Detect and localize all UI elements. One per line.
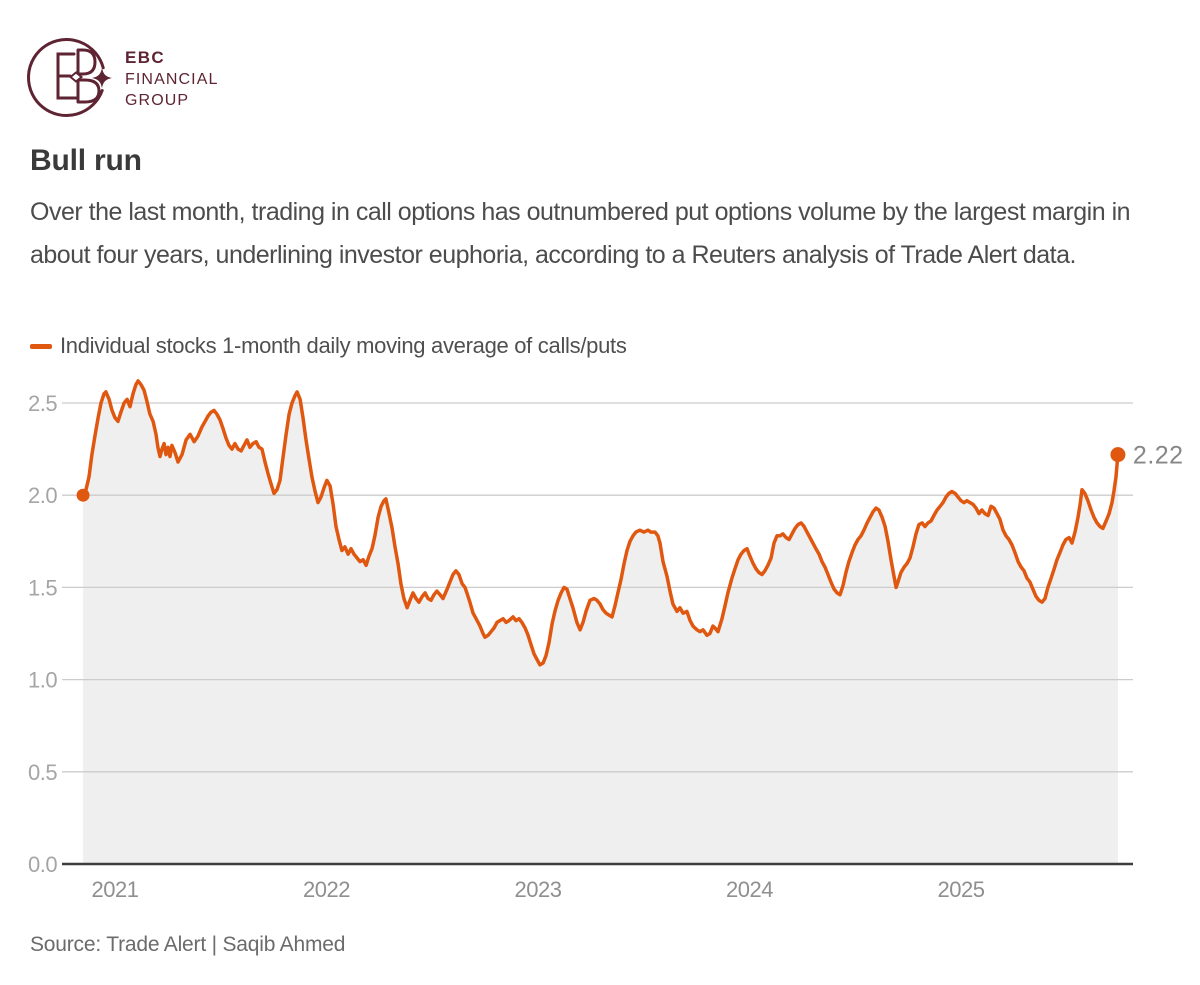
x-axis-tick-label: 2021 bbox=[92, 877, 139, 902]
y-axis-tick-label: 2.5 bbox=[28, 391, 57, 416]
legend-line-swatch bbox=[30, 343, 52, 349]
legend-label: Individual stocks 1-month daily moving a… bbox=[60, 333, 627, 358]
logo-sparkle-icon bbox=[92, 68, 112, 88]
chart-title: Bull run bbox=[30, 144, 142, 177]
series-line bbox=[81, 379, 1120, 667]
series-end-dot bbox=[1110, 447, 1126, 463]
x-axis-tick-label: 2023 bbox=[515, 877, 562, 902]
brand-name-group: GROUP bbox=[125, 92, 190, 109]
ebc-logo-icon bbox=[27, 38, 112, 118]
x-axis-tick-label: 2025 bbox=[938, 877, 985, 902]
brand-name-financial: FINANCIAL bbox=[125, 71, 219, 88]
logo-diamond bbox=[68, 71, 84, 83]
end-value-label: 2.22 bbox=[1133, 442, 1184, 470]
x-axis-tick-label: 2024 bbox=[726, 877, 773, 902]
y-axis-tick-label: 0.0 bbox=[28, 852, 57, 877]
brand-logo: EBC FINANCIAL GROUP bbox=[26, 34, 386, 130]
source-attribution: Source: Trade Alert | Saqib Ahmed bbox=[30, 933, 346, 956]
y-axis-tick-label: 1.0 bbox=[28, 668, 57, 693]
logo-monogram-e bbox=[56, 52, 78, 100]
chart-description: Over the last month, trading in call opt… bbox=[30, 198, 1131, 269]
brand-name-ebc: EBC bbox=[125, 48, 166, 67]
series-start-dot bbox=[76, 488, 90, 502]
y-axis-tick-label: 2.0 bbox=[28, 483, 57, 508]
y-axis-tick-label: 1.5 bbox=[28, 575, 57, 600]
logo-circle-arc bbox=[27, 38, 105, 118]
brand-wordmark: EBC FINANCIAL GROUP bbox=[125, 47, 218, 111]
y-axis-tick-label: 0.5 bbox=[28, 760, 57, 785]
x-axis-tick-label: 2022 bbox=[303, 877, 350, 902]
chart-legend: Individual stocks 1-month daily moving a… bbox=[30, 333, 627, 359]
area-fill bbox=[83, 380, 1118, 863]
